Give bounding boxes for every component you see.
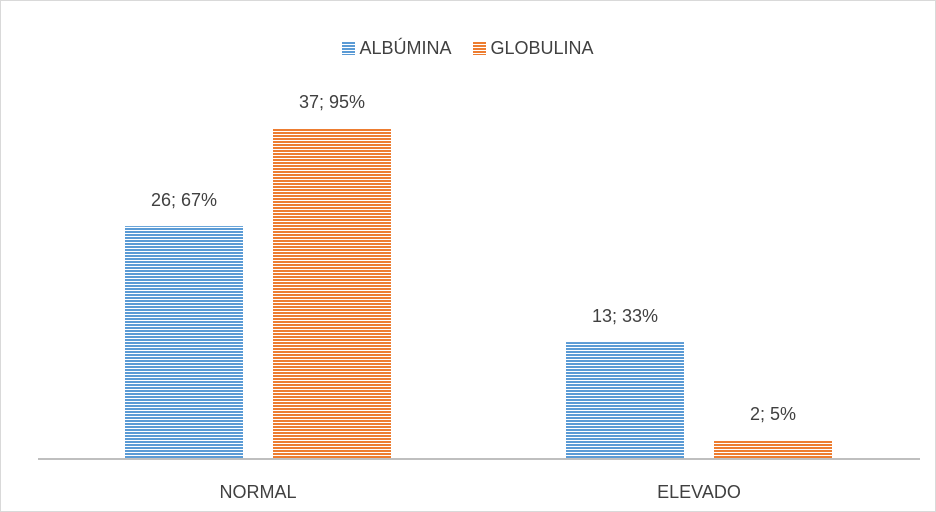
data-label-0-1: 13; 33% bbox=[592, 306, 658, 326]
bar-globulina-normal bbox=[273, 128, 391, 458]
x-tick-label-normal: NORMAL bbox=[219, 482, 296, 502]
data-label-1-1: 2; 5% bbox=[750, 404, 796, 424]
legend-item-albumina: ALBÚMINA bbox=[342, 38, 451, 59]
legend-item-globulina: GLOBULINA bbox=[473, 38, 594, 59]
bar-albmina-elevado bbox=[566, 342, 684, 458]
legend-label-globulina: GLOBULINA bbox=[490, 38, 594, 58]
data-label-1-0: 37; 95% bbox=[299, 92, 365, 112]
legend-swatch-globulina bbox=[473, 42, 487, 55]
chart-legend: ALBÚMINA GLOBULINA bbox=[0, 38, 936, 59]
legend-label-albumina: ALBÚMINA bbox=[359, 38, 452, 58]
data-label-0-0: 26; 67% bbox=[151, 190, 217, 210]
x-tick-label-elevado: ELEVADO bbox=[657, 482, 741, 502]
bar-albmina-normal bbox=[125, 226, 243, 458]
legend-swatch-albumina bbox=[342, 42, 356, 55]
bar-globulina-elevado bbox=[714, 440, 832, 458]
